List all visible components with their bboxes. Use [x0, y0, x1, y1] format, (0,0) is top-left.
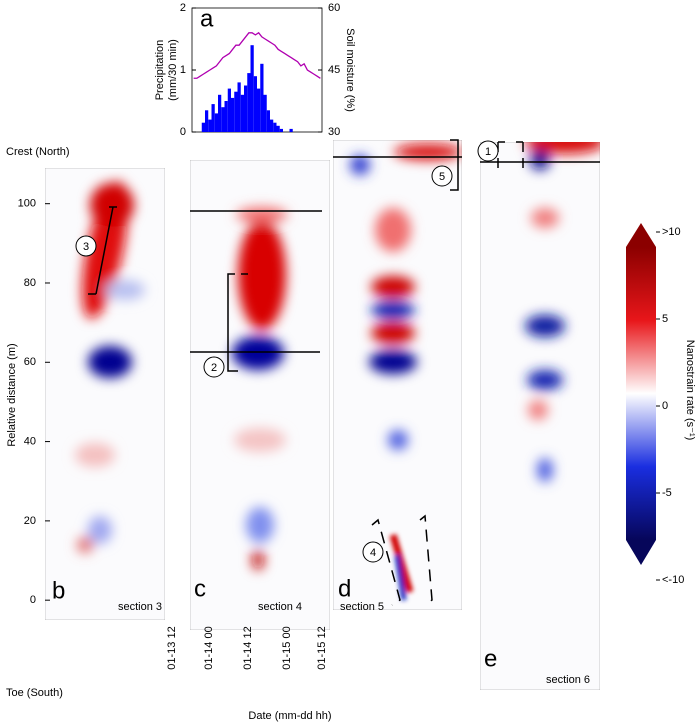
y-tick-label: 20	[24, 515, 36, 527]
precip-bar	[289, 128, 293, 132]
precip-bar	[221, 107, 225, 132]
marker-circle	[431, 165, 453, 187]
y-tick-label: 60	[24, 356, 36, 368]
section-label: section 6	[546, 674, 590, 686]
marker-circle	[362, 541, 384, 563]
section-label: section 4	[258, 601, 302, 613]
precip-bar	[279, 128, 283, 132]
colorbar	[626, 247, 656, 540]
panel-c	[190, 160, 330, 630]
precip-bar	[224, 101, 228, 132]
marker-circle	[203, 356, 225, 378]
panel-label: e	[484, 645, 497, 672]
y2-tick-label: 45	[328, 64, 340, 76]
y-axis-label: Relative distance (m)	[6, 343, 18, 446]
colorbar-tick-label: >10	[662, 226, 681, 238]
panel-b	[45, 168, 165, 620]
marker-circle	[477, 140, 499, 162]
y-axis-label: Precipitation	[154, 40, 166, 101]
precip-bar	[214, 113, 218, 132]
colorbar-tick-label: <-10	[662, 574, 684, 586]
marker-label: 4	[370, 547, 376, 559]
soil-moisture-line	[193, 31, 321, 79]
precip-bar	[250, 45, 254, 133]
precip-bar	[231, 97, 235, 132]
marker-label: 3	[83, 241, 89, 253]
y2-axis-label: Soil moisture (%)	[344, 28, 356, 112]
x-tick-label: 01-13 12	[166, 626, 178, 669]
precip-bar	[227, 88, 231, 132]
precip-bar	[276, 125, 280, 132]
precip-bar	[270, 119, 274, 132]
y-axis-label: (mm/30 min)	[167, 39, 179, 101]
panel-label: a	[200, 5, 214, 32]
x-tick-label: 01-15 00	[281, 626, 293, 669]
y-tick-label: 40	[24, 435, 36, 447]
y-tick-label: 0	[30, 594, 36, 606]
x-tick-label: 01-14 00	[203, 626, 215, 669]
precip-bar	[205, 110, 209, 132]
precip-bar	[237, 82, 241, 132]
colorbar-label: Nanostrain rate (s⁻¹)	[684, 340, 696, 441]
precip-bar	[253, 76, 257, 132]
precip-bar	[263, 94, 267, 132]
x-tick-label: 01-14 12	[242, 626, 254, 669]
colorbar-tick-label: 5	[662, 313, 668, 325]
marker-label: 1	[485, 146, 491, 158]
panel-label: d	[338, 575, 351, 602]
panel-e	[480, 142, 600, 690]
colorbar-bottom	[626, 540, 656, 565]
precip-bar	[208, 119, 212, 132]
y2-tick-label: 60	[328, 2, 340, 14]
y2-tick-label: 30	[328, 126, 340, 138]
precip-bar	[266, 110, 270, 132]
y-tick-label: 0	[180, 126, 186, 138]
precip-bar	[244, 85, 248, 132]
panel-label: c	[194, 575, 206, 602]
precip-bar	[234, 91, 238, 132]
section-label: section 3	[118, 601, 162, 613]
marker-circle	[75, 235, 97, 257]
toe-label: Toe (South)	[6, 687, 63, 699]
precip-bar	[247, 73, 251, 132]
colorbar-tick-label: 0	[662, 400, 668, 412]
precip-bar	[257, 88, 261, 132]
precip-bar	[260, 63, 264, 132]
y-tick-label: 100	[18, 198, 36, 210]
y-tick-label: 80	[24, 277, 36, 289]
y-tick-label: 2	[180, 2, 186, 14]
marker-label: 2	[211, 362, 217, 374]
section-label: section 5	[340, 601, 384, 613]
precip-bar	[201, 122, 205, 132]
annotations	[88, 139, 600, 606]
x-tick-label: 01-15 12	[316, 626, 328, 669]
precip-bar	[240, 94, 244, 132]
precip-bar	[218, 94, 222, 132]
x-axis-label: Date (mm-dd hh)	[248, 710, 331, 722]
colorbar-top	[626, 223, 656, 247]
precip-bar	[211, 104, 215, 132]
panel-d	[333, 140, 462, 610]
panel-label: b	[52, 577, 65, 604]
precip-bar	[273, 122, 277, 132]
colorbar-tick-label: -5	[662, 487, 672, 499]
crest-label: Crest (North)	[6, 146, 70, 158]
y-tick-label: 1	[180, 64, 186, 76]
marker-label: 5	[439, 171, 445, 183]
